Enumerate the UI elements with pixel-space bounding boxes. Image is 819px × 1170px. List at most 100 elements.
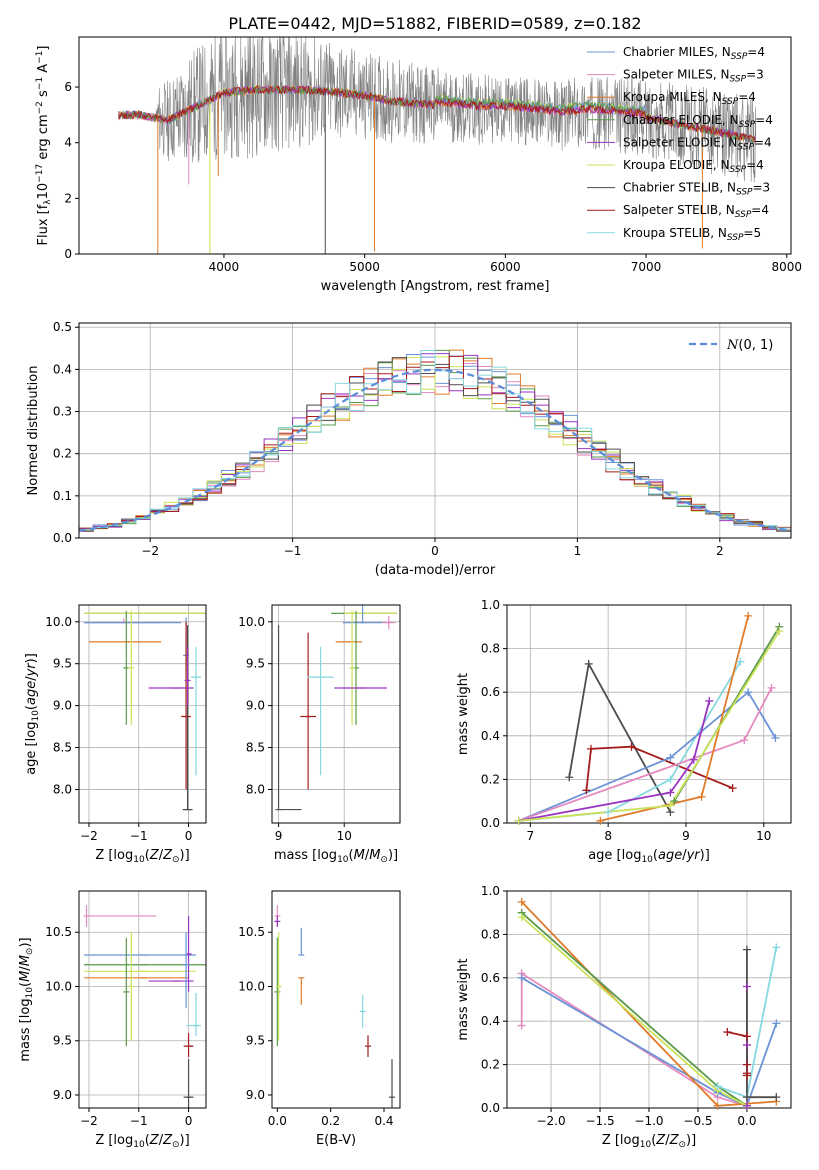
- x-tick-label: −1.0: [634, 1114, 663, 1128]
- y-tick-label: 9.0: [246, 1088, 265, 1102]
- x-tick-label: 9: [682, 829, 690, 843]
- x-tick-label: −0.5: [683, 1114, 712, 1128]
- series-marker: [584, 659, 593, 668]
- y-tick-label: 0.5: [53, 320, 72, 334]
- axes-frame: [271, 890, 401, 1109]
- series-marker: [627, 742, 636, 751]
- x-tick-label: 2: [716, 544, 724, 558]
- x-tick-label: 8000: [772, 260, 803, 274]
- series-marker: [689, 755, 698, 764]
- series-marker: [666, 775, 675, 784]
- panel-spectrum: 4000 5000 6000 7000 8000 0 2 4 6 wavelength [Angs…: [35, 36, 803, 294]
- y-tick-label: 0: [64, 247, 72, 261]
- series-marker: [587, 744, 596, 753]
- series-salpeter_elodie: [518, 700, 711, 822]
- x-tick-label: 10: [756, 829, 771, 843]
- y-tick-label: 10.5: [45, 925, 72, 939]
- y-tick-label: 6: [64, 80, 72, 94]
- series-marker: [666, 788, 675, 797]
- series-marker: [744, 611, 753, 620]
- y-tick-label: 0.4: [481, 729, 500, 743]
- series-kroupa_stelib: [518, 661, 742, 822]
- y-tick-label: 1.0: [481, 884, 500, 898]
- y-tick-label: 9.5: [53, 657, 72, 671]
- plot-area: [118, 37, 757, 254]
- x-tick-label: −1: [284, 544, 302, 558]
- panel-z_vs_weight: −2.0 −1.5 −1.0 −0.5 0.0 0.0 0.2 0.4 0.6 0.8 1.0 Z […: [456, 884, 792, 1150]
- x-tick-label: 7: [527, 829, 535, 843]
- x-tick-label: −2.0: [536, 1114, 565, 1128]
- series-marker: [772, 1093, 781, 1102]
- x-axis-label: (data-model)/error: [375, 563, 496, 578]
- x-tick-label: 7000: [631, 260, 662, 274]
- x-tick-label: 9: [275, 829, 283, 843]
- axes-frame: [506, 604, 792, 824]
- x-axis-label: age [log10(age/yr)]: [588, 848, 710, 865]
- x-tick-label: −1: [130, 1114, 148, 1128]
- y-tick-label: 0.0: [481, 816, 500, 830]
- series-marker: [596, 816, 605, 825]
- gaussian-curve: [79, 368, 791, 532]
- data-spectrum-line: [118, 37, 757, 183]
- x-axis-label: E(B-V): [316, 1133, 356, 1148]
- y-tick-label: 0.2: [481, 1058, 500, 1072]
- x-axis-label: Z [log10(Z/Z⊙)]: [95, 848, 189, 865]
- y-tick-label: 10.0: [45, 979, 72, 993]
- legend: Chabrier MILES, NSSP=4 Salpeter MILES, NS…: [587, 45, 773, 243]
- y-tick-label: 0.2: [53, 447, 72, 461]
- series-marker: [517, 913, 526, 922]
- y-tick-label: 10.0: [238, 615, 265, 629]
- x-tick-label: 1: [574, 544, 582, 558]
- x-tick-label: 0: [431, 544, 439, 558]
- y-tick-label: 2: [64, 191, 72, 205]
- panel-residuals: −2 −1 0 1 2 0.0 0.1 0.2 0.3 0.4 0.5 (data-model)/er…: [26, 320, 792, 578]
- panel-z_vs_mass: −2 −1 0 9.0 9.5 10.0 10.5 Z [log10(Z/Z⊙)] mass […: [18, 890, 207, 1150]
- y-tick-label: 9.0: [53, 699, 72, 713]
- y-tick-label: 0.8: [481, 642, 500, 656]
- plot-area: [274, 905, 395, 1108]
- series-marker: [705, 696, 714, 705]
- x-tick-label: −1.5: [585, 1114, 614, 1128]
- plot-area: [83, 905, 206, 1108]
- legend-label: Kroupa STELIB, NSSP=5: [623, 226, 761, 243]
- y-axis-label: Flux [fλ10−17 erg cm−2 s−1 A−1]: [35, 46, 53, 246]
- series-marker: [728, 784, 737, 793]
- axes-frame: [271, 604, 401, 824]
- y-tick-label: 0.6: [481, 971, 500, 985]
- y-tick-label: 0.0: [53, 531, 72, 545]
- legend-label: N(0, 1): [726, 338, 773, 353]
- y-tick-label: 10.0: [45, 615, 72, 629]
- y-tick-label: 0.2: [481, 772, 500, 786]
- y-tick-label: 10.0: [238, 979, 265, 993]
- legend-label: Salpeter MILES, NSSP=3: [623, 68, 764, 85]
- series-marker: [742, 1101, 751, 1110]
- y-tick-label: 9.5: [246, 1034, 265, 1048]
- series-marker: [767, 683, 776, 692]
- series-marker: [517, 1021, 526, 1030]
- y-tick-label: 0.6: [481, 685, 500, 699]
- series-chabrier_miles: [518, 690, 777, 822]
- series-chabrier_elodie: [521, 912, 748, 1107]
- y-tick-label: 0.0: [481, 1101, 500, 1115]
- x-tick-label: −1: [130, 829, 148, 843]
- y-tick-label: 9.5: [246, 657, 265, 671]
- series-marker: [772, 1019, 781, 1028]
- y-tick-label: 8.0: [53, 782, 72, 796]
- x-tick-label: 0.0: [737, 1114, 756, 1128]
- legend-label: Chabrier MILES, NSSP=4: [623, 45, 765, 62]
- series-marker: [697, 792, 706, 801]
- x-axis-label: wavelength [Angstrom, rest frame]: [321, 279, 550, 294]
- series-marker: [742, 1041, 751, 1050]
- series-marker: [604, 808, 613, 817]
- series-salpeter_stelib: [585, 745, 733, 791]
- legend-label: Salpeter STELIB, NSSP=4: [623, 203, 769, 220]
- axes-frame: [78, 36, 792, 255]
- x-tick-label: 0.0: [268, 1114, 287, 1128]
- panel-age_vs_weight: 7 8 9 10 0.0 0.2 0.4 0.6 0.8 1.0 age [log10(age/yr…: [456, 598, 792, 865]
- series-marker: [742, 1060, 751, 1069]
- y-tick-label: 8.5: [53, 741, 72, 755]
- plot-area: [275, 605, 397, 811]
- y-tick-label: 9.0: [53, 1088, 72, 1102]
- series-marker: [670, 797, 679, 806]
